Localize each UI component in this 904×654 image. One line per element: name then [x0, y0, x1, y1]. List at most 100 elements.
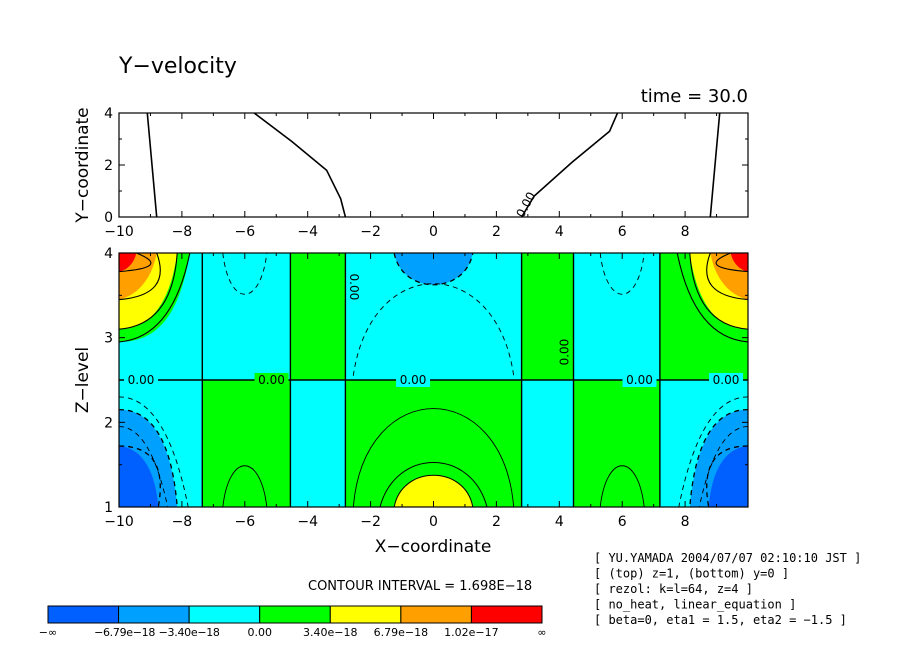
corner-contour: [706, 253, 748, 301]
bottom-x-tick-label: 6: [618, 514, 627, 530]
center-region: [394, 475, 473, 507]
bottom-x-tick-label: −2: [360, 514, 381, 530]
center-contour: [352, 408, 515, 507]
top-x-tick-label: −10: [104, 224, 134, 240]
top-x-ticks: −10 −8 −6 −4 −2 0 2 4 6 8: [104, 113, 718, 240]
center-contour: [393, 253, 474, 286]
colorbar-label: −6.79e−18: [94, 626, 155, 639]
side-contour: [599, 465, 645, 507]
label-background: [396, 373, 431, 387]
colorbar-label: 0.00: [247, 626, 272, 639]
top-x-tick-label: −6: [234, 224, 255, 240]
top-y-tick-label: 0: [104, 210, 113, 226]
top-x-tick-label: 0: [429, 224, 438, 240]
top-x-tick-label: 8: [681, 224, 690, 240]
bottom-contour-labels: 0.00 0.00 0.00 0.00 0.00 0.00 0.00: [124, 274, 743, 387]
top-zero-contour: [709, 113, 721, 217]
bottom-y-tick-label: 1: [104, 500, 113, 516]
colorbar-label: −3.40e−18: [159, 626, 220, 639]
bottom-panel: 0.00 0.00 0.00 0.00 0.00 0.00 0.00 −10 −8 −6 −4 −2…: [73, 246, 749, 557]
corner-contour: [119, 253, 152, 273]
top-x-tick-label: 6: [618, 224, 627, 240]
top-x-tick-label: −4: [297, 224, 318, 240]
corner-contour: [119, 253, 191, 343]
corner-contour: [119, 396, 189, 507]
info-line: [ beta=0, eta1 = 1.5, eta2 = −1.5 ]: [594, 613, 847, 627]
bottom-x-tick-label: 2: [492, 514, 501, 530]
corner-contour: [689, 253, 748, 330]
top-y-ticks: 0 2 4: [104, 106, 748, 226]
time-label: time = 30.0: [641, 86, 748, 107]
filled-region: [573, 380, 660, 507]
side-contour: [599, 253, 645, 295]
bottom-x-tick-label: 8: [681, 514, 690, 530]
info-line: [ (top) z=1, (bottom) y=0 ]: [594, 567, 789, 581]
colorbar-label: 6.79e−18: [374, 626, 428, 639]
colorbar-label: ∞: [537, 626, 546, 639]
bottom-x-tick-label: −10: [104, 514, 134, 530]
colorbar-swatch: [329, 605, 402, 624]
bottom-contour-label: 0.00: [713, 373, 740, 387]
label-background: [254, 373, 289, 387]
top-x-tick-label: −8: [172, 224, 193, 240]
info-line: [ no_heat, linear_equation ]: [594, 598, 796, 612]
bottom-contour-lines: [119, 253, 748, 507]
corner-contour: [678, 396, 748, 507]
bottom-y-ticks: 1 2 3 4: [104, 246, 748, 516]
corner-contour: [119, 445, 161, 507]
top-x-tick-label: 2: [492, 224, 501, 240]
top-plot-frame: [118, 112, 749, 218]
top-y-axis-label: Y−coordinate: [73, 107, 93, 223]
colorbar-swatch: [400, 605, 472, 624]
corner-contour: [119, 426, 169, 507]
colorbar-swatch: [470, 605, 543, 624]
corner-region: [119, 446, 159, 507]
bottom-filled-contours: [119, 253, 748, 507]
colorbar-label: 3.40e−18: [303, 626, 357, 639]
top-zero-contour: [520, 113, 619, 217]
top-contour-label: 0.00: [513, 190, 538, 220]
top-zero-contour: [146, 113, 158, 217]
label-background: [622, 373, 657, 387]
filled-region: [290, 380, 346, 507]
corner-contour: [119, 253, 161, 301]
top-panel: 0.00 −10 −8 −6 −4 −2 0 2 4 6 8 0 2 4 Y−coordinate: [73, 106, 749, 240]
top-y-tick-label: 4: [104, 106, 113, 122]
top-x-tick-label: −2: [360, 224, 381, 240]
bottom-y-tick-label: 4: [104, 246, 113, 262]
filled-region: [573, 253, 660, 380]
corner-region: [119, 253, 137, 272]
info-line: [ rezol: k=l=64, z=4 ]: [594, 582, 753, 596]
corner-contour: [715, 253, 748, 273]
bottom-x-tick-label: 0: [429, 514, 438, 530]
colorbar-label: 1.02e−17: [444, 626, 498, 639]
colorbar-swatch: [188, 605, 261, 624]
corner-contour: [689, 408, 748, 507]
bottom-x-tick-label: 4: [555, 514, 564, 530]
filled-region: [521, 380, 574, 507]
top-zero-contour: [253, 113, 347, 217]
top-zero-contours: [146, 113, 721, 217]
corner-contour: [698, 426, 748, 507]
corner-contour: [119, 253, 178, 330]
bottom-contour-label: 0.00: [347, 274, 361, 301]
bottom-x-ticks: −10 −8 −6 −4 −2 0 2 4 6 8: [104, 253, 718, 530]
bottom-contour-label: 0.00: [626, 373, 653, 387]
bottom-contour-label: 0.00: [128, 373, 155, 387]
corner-contour: [676, 253, 748, 343]
center-contour: [393, 474, 474, 507]
side-contour: [222, 465, 268, 507]
colorbar-swatch: [118, 605, 190, 624]
bottom-x-axis-label: X−coordinate: [375, 537, 492, 557]
corner-contour: [706, 445, 748, 507]
bottom-y-axis-label: Z−level: [73, 347, 93, 413]
colorbar-swatch: [259, 605, 331, 624]
label-background: [708, 373, 743, 387]
corner-contour: [119, 408, 178, 507]
info-line: [ YU.YAMADA 2004/07/07 02:10:10 JST ]: [594, 551, 861, 565]
bottom-x-tick-label: −8: [172, 514, 193, 530]
colorbar-label: −∞: [39, 626, 57, 639]
contour-interval-label: CONTOUR INTERVAL = 1.698E−18: [308, 579, 532, 594]
chart-title: Y−velocity: [118, 54, 237, 79]
